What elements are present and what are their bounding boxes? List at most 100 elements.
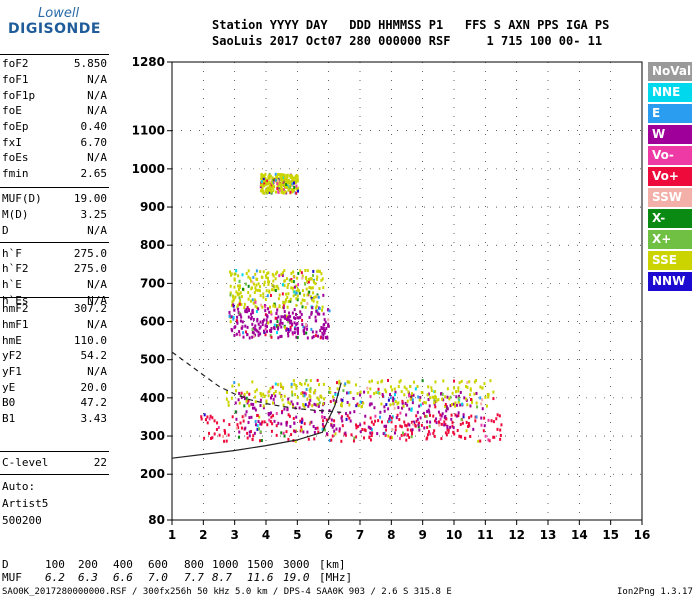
echo-point xyxy=(394,424,397,428)
echo-point xyxy=(297,289,300,293)
echo-point xyxy=(255,310,258,314)
echo-point xyxy=(245,396,248,400)
echo-point xyxy=(406,403,409,407)
echo-point xyxy=(276,187,279,191)
echo-point xyxy=(410,420,413,424)
echo-point xyxy=(481,407,484,411)
echo-point xyxy=(499,437,502,441)
echo-point xyxy=(314,426,317,430)
echo-point xyxy=(322,312,325,316)
echo-point xyxy=(344,431,347,435)
echo-point xyxy=(470,414,473,418)
echo-point xyxy=(426,433,429,437)
echo-point xyxy=(248,308,251,312)
legend-item-ssw: SSW xyxy=(648,188,692,207)
plot-frame xyxy=(171,61,643,521)
echo-point xyxy=(364,429,367,433)
echo-point xyxy=(233,308,236,312)
echo-point xyxy=(296,336,299,340)
echo-point xyxy=(363,390,366,394)
echo-point xyxy=(350,433,353,437)
echo-point xyxy=(489,379,492,383)
echo-point xyxy=(211,416,214,420)
echo-point xyxy=(285,277,288,281)
echo-point xyxy=(457,389,460,393)
echo-point xyxy=(236,321,239,325)
echo-point xyxy=(322,323,325,327)
echo-point xyxy=(374,419,377,423)
echo-point xyxy=(429,413,432,417)
echo-point xyxy=(331,434,334,438)
echo-point xyxy=(273,288,276,292)
y-tick-label: 800 xyxy=(140,238,165,252)
echo-point xyxy=(238,333,241,337)
echo-point xyxy=(357,424,360,428)
echo-point xyxy=(297,271,300,275)
echo-point xyxy=(437,410,440,414)
echo-point xyxy=(338,379,341,383)
param-value: 22 xyxy=(93,456,107,469)
echo-point xyxy=(449,404,452,408)
echo-point xyxy=(397,406,400,410)
echo-point xyxy=(432,414,435,418)
echo-point xyxy=(383,409,386,413)
echo-point xyxy=(244,324,247,328)
echo-point xyxy=(280,384,283,388)
echo-point xyxy=(455,395,458,399)
echo-point xyxy=(467,424,470,428)
echo-point xyxy=(307,277,310,281)
echo-point xyxy=(409,397,412,401)
echo-point xyxy=(287,292,290,296)
echo-point xyxy=(376,381,379,385)
echo-point xyxy=(294,180,297,184)
echo-point xyxy=(266,325,269,329)
param-row: D N/A xyxy=(2,224,107,239)
y-tick-label: 1280 xyxy=(132,55,165,69)
echo-point xyxy=(256,277,259,281)
echo-point xyxy=(225,390,228,394)
echo-point xyxy=(285,327,288,331)
echo-point xyxy=(248,392,251,396)
echo-point xyxy=(276,182,279,186)
echo-point xyxy=(230,273,233,277)
echo-point xyxy=(453,404,456,408)
echo-point xyxy=(465,429,468,433)
echo-point xyxy=(282,188,285,192)
echo-point xyxy=(268,188,271,192)
echo-point xyxy=(303,332,306,336)
param-row: hmF2 307.2 xyxy=(2,302,107,317)
echo-point xyxy=(398,418,401,422)
echo-point xyxy=(477,439,480,443)
x-tick-label: 3 xyxy=(230,528,238,542)
echo-point xyxy=(300,392,303,396)
echo-point xyxy=(390,420,393,424)
echo-point xyxy=(376,432,379,436)
echo-point xyxy=(272,189,275,193)
echo-point xyxy=(256,318,259,322)
echo-point xyxy=(252,402,255,406)
echo-point xyxy=(271,186,274,190)
echo-point xyxy=(259,320,262,324)
echo-point xyxy=(269,396,272,400)
echo-point xyxy=(261,190,264,194)
legend-item-vo-: Vo+ xyxy=(648,167,692,186)
echo-point xyxy=(311,404,314,408)
echo-point xyxy=(406,399,409,403)
echo-point xyxy=(290,286,293,290)
echo-point xyxy=(258,415,261,419)
echo-point xyxy=(388,417,391,421)
y-tick-label: 80 xyxy=(148,513,165,527)
echo-point xyxy=(261,176,264,180)
param-value: 5.850 xyxy=(73,57,107,70)
echo-point xyxy=(310,312,313,316)
echo-point xyxy=(266,423,269,427)
echo-point xyxy=(291,182,294,186)
echo-point xyxy=(268,184,271,188)
echo-point xyxy=(303,326,306,330)
echo-point xyxy=(277,190,280,194)
echo-point xyxy=(410,392,413,396)
echo-point xyxy=(237,426,240,430)
echo-point xyxy=(261,420,264,424)
echo-point xyxy=(274,272,277,276)
echo-point xyxy=(333,423,336,427)
